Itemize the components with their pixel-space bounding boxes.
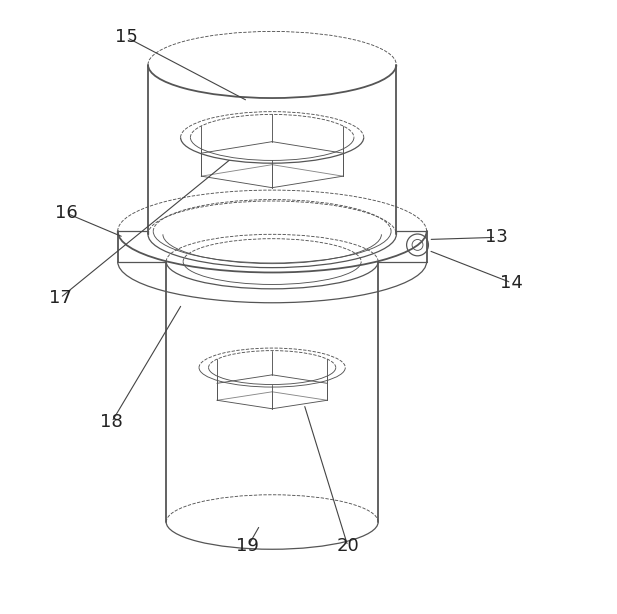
- Text: 18: 18: [101, 413, 123, 431]
- Text: 16: 16: [55, 204, 78, 222]
- Text: 14: 14: [500, 274, 523, 292]
- Text: 13: 13: [485, 228, 508, 246]
- Text: 17: 17: [49, 289, 72, 307]
- Text: 15: 15: [115, 28, 138, 47]
- Text: 20: 20: [336, 537, 359, 555]
- Text: 19: 19: [236, 537, 259, 555]
